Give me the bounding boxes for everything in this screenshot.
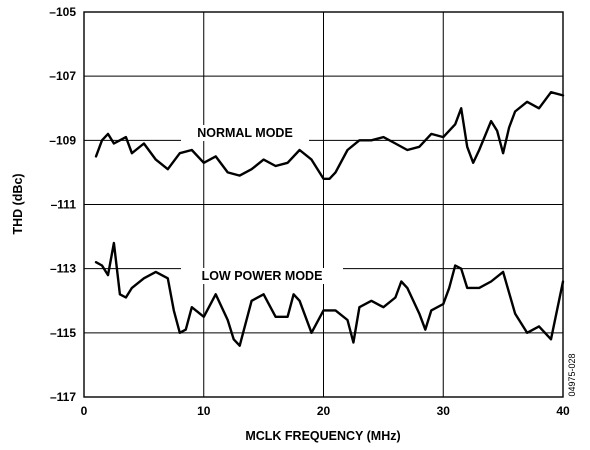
series-line-normal-mode xyxy=(94,90,565,181)
figure-id: 04975-028 xyxy=(567,353,577,396)
y-tick-label: –109 xyxy=(49,133,76,147)
x-tick-label: 30 xyxy=(437,404,451,418)
series-line-low-power-mode xyxy=(94,241,565,347)
annotation-normal-mode: NORMAL MODE xyxy=(197,126,293,140)
x-tick-label: 0 xyxy=(81,404,88,418)
y-axis-label: THD (dBc) xyxy=(11,173,25,234)
y-tick-labels: –117 –115 –113 –111 –109 –107 –105 xyxy=(49,5,76,404)
annotation-background xyxy=(181,268,343,284)
grid-lines xyxy=(84,12,563,397)
x-tick-label: 20 xyxy=(317,404,331,418)
x-axis-label: MCLK FREQUENCY (MHz) xyxy=(245,429,400,443)
plot-frame xyxy=(83,11,564,398)
annotation-background xyxy=(181,125,309,141)
x-tick-label: 10 xyxy=(197,404,211,418)
series-layer xyxy=(94,90,565,347)
x-tick-label: 40 xyxy=(556,404,570,418)
x-tick-labels: 0 10 20 30 40 xyxy=(81,404,570,418)
annotation-low-power-mode: LOW POWER MODE xyxy=(202,269,323,283)
annotation-layer: NORMAL MODE LOW POWER MODE xyxy=(197,126,322,283)
y-tick-label: –113 xyxy=(50,262,76,276)
y-tick-label: –111 xyxy=(51,198,77,212)
y-tick-label: –107 xyxy=(49,69,76,83)
y-tick-label: –117 xyxy=(50,390,76,404)
y-tick-label: –105 xyxy=(49,5,76,19)
y-tick-label: –115 xyxy=(50,326,76,340)
